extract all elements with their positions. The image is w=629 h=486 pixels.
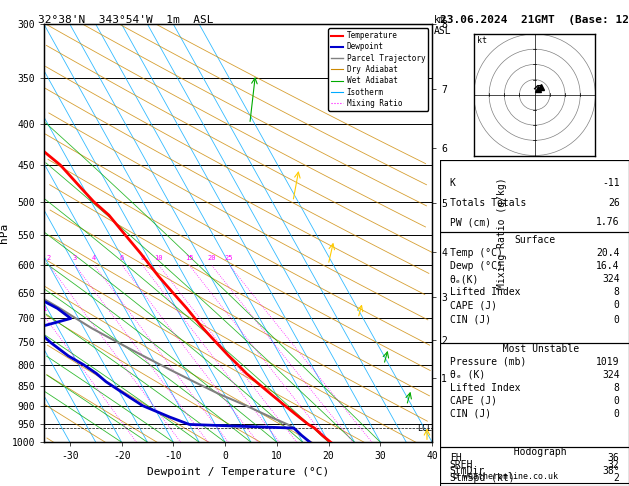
- Text: 1.76: 1.76: [596, 217, 620, 227]
- Text: kt: kt: [477, 36, 487, 45]
- Text: 38°: 38°: [602, 467, 620, 476]
- Text: 20.4: 20.4: [596, 248, 620, 258]
- Text: km
ASL: km ASL: [434, 15, 452, 36]
- Text: 10: 10: [154, 255, 163, 261]
- Text: CAPE (J): CAPE (J): [450, 300, 497, 310]
- Text: θₑ(K): θₑ(K): [450, 274, 479, 284]
- Text: 25: 25: [225, 255, 233, 261]
- Text: Temp (°C): Temp (°C): [450, 248, 503, 258]
- Text: EH: EH: [450, 453, 462, 463]
- Text: 6: 6: [120, 255, 124, 261]
- Text: CIN (J): CIN (J): [450, 409, 491, 419]
- Text: 8: 8: [614, 382, 620, 393]
- Text: Most Unstable: Most Unstable: [491, 344, 579, 354]
- Text: 32: 32: [608, 460, 620, 470]
- Text: StmDir: StmDir: [450, 467, 485, 476]
- Text: Lifted Index: Lifted Index: [450, 382, 520, 393]
- Text: 3: 3: [73, 255, 77, 261]
- Text: 0: 0: [614, 300, 620, 310]
- Text: CIN (J): CIN (J): [450, 315, 491, 325]
- Text: 324: 324: [602, 274, 620, 284]
- Text: θₑ (K): θₑ (K): [450, 370, 485, 380]
- Text: Lifted Index: Lifted Index: [450, 287, 520, 297]
- Text: LCL: LCL: [417, 424, 432, 433]
- Text: 15: 15: [185, 255, 193, 261]
- X-axis label: Dewpoint / Temperature (°C): Dewpoint / Temperature (°C): [147, 467, 329, 477]
- Text: 4: 4: [92, 255, 96, 261]
- Legend: Temperature, Dewpoint, Parcel Trajectory, Dry Adiabat, Wet Adiabat, Isotherm, Mi: Temperature, Dewpoint, Parcel Trajectory…: [328, 28, 428, 111]
- Text: 8: 8: [614, 287, 620, 297]
- Text: Hodograph: Hodograph: [503, 447, 567, 457]
- Text: CAPE (J): CAPE (J): [450, 396, 497, 406]
- Text: 0: 0: [614, 396, 620, 406]
- Text: 324: 324: [602, 370, 620, 380]
- Text: Mixing Ratio (g/kg): Mixing Ratio (g/kg): [497, 177, 507, 289]
- Text: 23.06.2024  21GMT  (Base: 12): 23.06.2024 21GMT (Base: 12): [440, 15, 629, 25]
- Text: 20: 20: [207, 255, 216, 261]
- Text: PW (cm): PW (cm): [450, 217, 491, 227]
- Text: Pressure (mb): Pressure (mb): [450, 357, 526, 366]
- Text: -11: -11: [602, 178, 620, 188]
- Text: K: K: [450, 178, 455, 188]
- Text: 26: 26: [608, 198, 620, 208]
- Text: 32°38'N  343°54'W  1m  ASL: 32°38'N 343°54'W 1m ASL: [38, 15, 213, 25]
- Text: 16.4: 16.4: [596, 261, 620, 271]
- Text: 2: 2: [47, 255, 51, 261]
- Text: 1019: 1019: [596, 357, 620, 366]
- Y-axis label: hPa: hPa: [0, 223, 9, 243]
- Text: SREH: SREH: [450, 460, 473, 470]
- Text: 0: 0: [614, 315, 620, 325]
- Text: 8: 8: [140, 255, 145, 261]
- Text: © weatheronline.co.uk: © weatheronline.co.uk: [453, 472, 558, 481]
- Text: 1: 1: [42, 306, 47, 312]
- Text: StmSpd (kt): StmSpd (kt): [450, 473, 515, 483]
- Text: 2: 2: [614, 473, 620, 483]
- Text: Surface: Surface: [514, 235, 555, 245]
- Text: 36: 36: [608, 453, 620, 463]
- Text: Totals Totals: Totals Totals: [450, 198, 526, 208]
- Text: Dewp (°C): Dewp (°C): [450, 261, 503, 271]
- Text: 0: 0: [614, 409, 620, 419]
